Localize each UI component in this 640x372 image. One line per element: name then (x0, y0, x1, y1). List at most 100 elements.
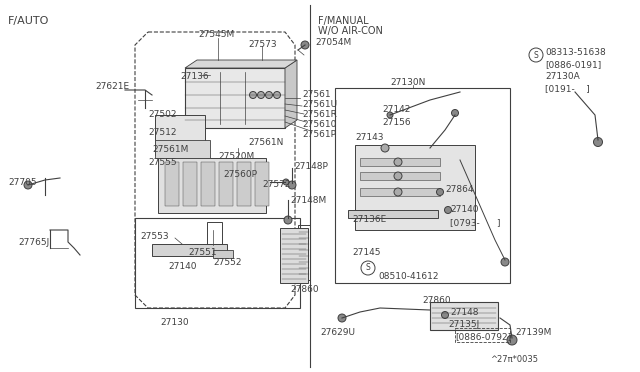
Text: 08313-51638: 08313-51638 (545, 48, 605, 57)
Text: 27502: 27502 (148, 110, 177, 119)
Bar (183, 162, 197, 206)
Circle shape (394, 188, 402, 196)
Text: W/O AIR-CON: W/O AIR-CON (318, 26, 383, 36)
Text: S: S (365, 263, 371, 273)
Text: 27142: 27142 (382, 105, 410, 114)
Text: 27860: 27860 (290, 285, 319, 294)
Circle shape (301, 41, 309, 49)
Circle shape (387, 112, 393, 118)
Circle shape (507, 335, 517, 345)
Text: 27860: 27860 (422, 296, 451, 305)
Text: 27520M: 27520M (218, 152, 254, 161)
Text: 27136E: 27136E (352, 215, 387, 224)
Circle shape (257, 92, 264, 99)
Text: 27573: 27573 (248, 40, 276, 49)
Circle shape (501, 258, 509, 266)
Text: 27552: 27552 (213, 258, 241, 267)
Text: 27561M: 27561M (152, 145, 188, 154)
Bar (185, 68, 285, 128)
Text: 27130A: 27130A (545, 72, 580, 81)
Text: F/AUTO: F/AUTO (8, 16, 49, 26)
Circle shape (266, 92, 273, 99)
Text: 27156: 27156 (382, 118, 411, 127)
Text: [0793-      ]: [0793- ] (450, 218, 500, 227)
Text: S: S (534, 51, 538, 60)
Bar (298, 225, 310, 280)
Text: 27130: 27130 (160, 318, 189, 327)
Text: 27136: 27136 (180, 72, 209, 81)
Circle shape (436, 189, 444, 196)
Text: 27143: 27143 (355, 133, 383, 142)
Bar (158, 158, 266, 213)
Bar (201, 162, 215, 206)
Bar (165, 162, 179, 206)
Circle shape (451, 109, 458, 116)
Bar (280, 228, 308, 283)
Text: 275610: 275610 (302, 120, 337, 129)
Circle shape (593, 138, 602, 147)
Bar (155, 140, 210, 158)
Text: 27130N: 27130N (390, 78, 426, 87)
Text: 27572: 27572 (262, 180, 291, 189)
Bar (455, 328, 510, 342)
Text: 27561P: 27561P (302, 130, 336, 139)
Text: 27621E: 27621E (95, 82, 129, 91)
Text: 27560P: 27560P (223, 170, 257, 179)
Bar (360, 158, 440, 166)
Text: 27135J: 27135J (448, 320, 479, 329)
Circle shape (250, 92, 257, 99)
Circle shape (394, 172, 402, 180)
Circle shape (288, 181, 296, 189)
Circle shape (445, 206, 451, 214)
Text: 27148: 27148 (450, 308, 479, 317)
Bar (152, 244, 227, 256)
Polygon shape (285, 60, 297, 128)
Polygon shape (185, 60, 297, 68)
Text: 27551: 27551 (188, 248, 216, 257)
Bar (430, 302, 498, 330)
Bar (207, 222, 222, 244)
Text: 27140: 27140 (168, 262, 196, 271)
Text: 27629U: 27629U (320, 328, 355, 337)
Text: 08510-41612: 08510-41612 (378, 272, 438, 281)
Text: 27561: 27561 (302, 90, 331, 99)
Circle shape (442, 311, 449, 318)
Text: 27512: 27512 (148, 128, 177, 137)
Bar (355, 145, 475, 230)
Bar (219, 162, 233, 206)
Text: 27148P: 27148P (294, 162, 328, 171)
Circle shape (381, 144, 389, 152)
Bar (360, 188, 440, 196)
Text: 27555: 27555 (148, 158, 177, 167)
Bar (335, 88, 510, 283)
Text: 27140: 27140 (450, 205, 479, 214)
Text: 27148M: 27148M (290, 196, 326, 205)
Bar (360, 172, 440, 180)
Bar (348, 210, 438, 218)
Text: [0886-0191]: [0886-0191] (545, 60, 601, 69)
Circle shape (394, 158, 402, 166)
Circle shape (284, 216, 292, 224)
Circle shape (338, 314, 346, 322)
Bar (255, 162, 269, 206)
Text: 27561N: 27561N (248, 138, 284, 147)
Circle shape (283, 179, 289, 185)
Text: 27561U: 27561U (302, 100, 337, 109)
Text: 27145: 27145 (352, 248, 381, 257)
Circle shape (24, 181, 32, 189)
Bar (155, 115, 205, 155)
Text: 27765J: 27765J (18, 238, 49, 247)
Text: 27705: 27705 (8, 178, 36, 187)
Text: F/MANUAL: F/MANUAL (318, 16, 369, 26)
Text: 27545M: 27545M (198, 30, 234, 39)
Bar (213, 250, 233, 258)
Text: 27561R: 27561R (302, 110, 337, 119)
Bar (135, 218, 300, 308)
Text: ^27π*0035: ^27π*0035 (490, 355, 538, 364)
Text: 27864: 27864 (445, 185, 474, 194)
Circle shape (273, 92, 280, 99)
Bar (237, 162, 251, 206)
Text: 27553: 27553 (140, 232, 168, 241)
Text: [0191-    ]: [0191- ] (545, 84, 589, 93)
Text: 27054M: 27054M (315, 38, 351, 47)
